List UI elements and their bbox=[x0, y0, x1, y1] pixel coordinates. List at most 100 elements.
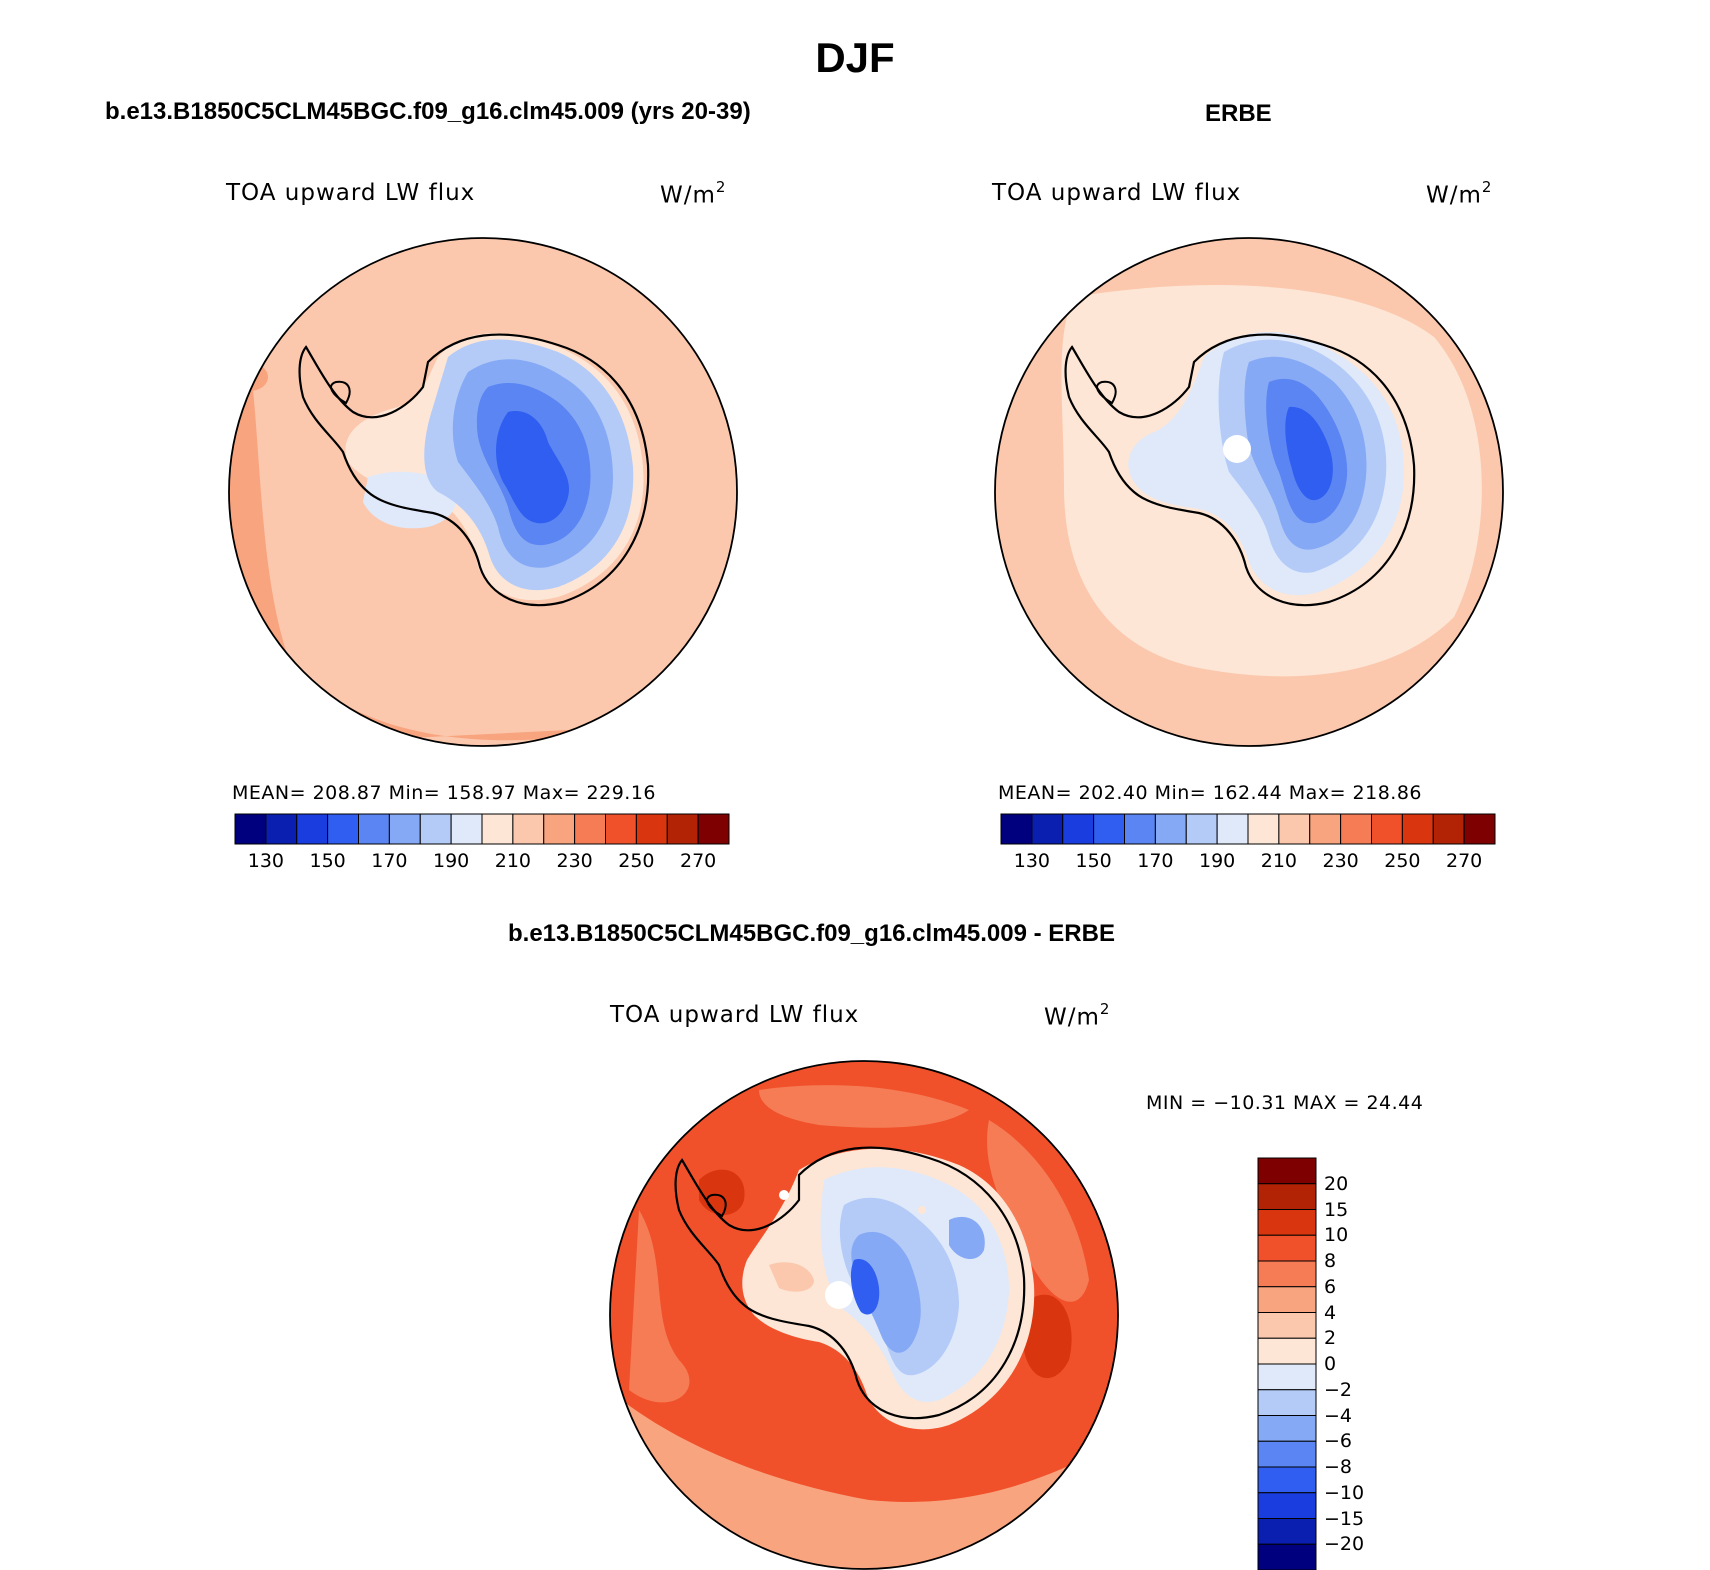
model-colorbar-box bbox=[574, 813, 606, 845]
diff-colorbar-tick-label: 4 bbox=[1324, 1301, 1337, 1324]
model-colorbar-box bbox=[666, 813, 699, 845]
obs-colorbar-labels: 130 150 170 190 210 230 250 270 bbox=[1001, 850, 1495, 874]
model-polar-map bbox=[228, 237, 738, 747]
obs-colorbar-box bbox=[1309, 813, 1342, 845]
model-variable-label: TOA upward LW flux bbox=[226, 180, 476, 206]
obs-colorbar-tick-label: 270 bbox=[1445, 850, 1483, 872]
diff-colorbar-tick-label: −8 bbox=[1324, 1456, 1353, 1478]
obs-colorbar-box bbox=[1432, 813, 1465, 845]
diff-variable-label: TOA upward LW flux bbox=[610, 1002, 860, 1028]
diff-colorbar-tick-label: 15 bbox=[1324, 1198, 1349, 1221]
obs-colorbar-tick-label: 150 bbox=[1075, 850, 1112, 872]
obs-panel-title: ERBE bbox=[1205, 100, 1272, 127]
obs-colorbar-box bbox=[1062, 813, 1095, 845]
model-colorbar-box bbox=[605, 813, 637, 845]
obs-colorbar-box bbox=[1124, 813, 1156, 845]
obs-units-label: W/m2 bbox=[1426, 178, 1493, 209]
obs-colorbar-tick-label: 230 bbox=[1322, 850, 1359, 872]
model-panel-title: b.e13.B1850C5CLM45BGC.f09_g16.clm45.009 … bbox=[105, 98, 751, 125]
obs-colorbar-tick-label: 130 bbox=[1013, 850, 1050, 872]
obs-colorbar bbox=[1000, 813, 1496, 845]
diff-colorbar-box bbox=[1257, 1363, 1317, 1391]
diff-colorbar-box bbox=[1257, 1440, 1317, 1468]
obs-colorbar-box bbox=[1093, 813, 1125, 845]
obs-colorbar-tick-label: 210 bbox=[1260, 850, 1297, 872]
diff-colorbar-box bbox=[1257, 1209, 1317, 1236]
diff-colorbar-box bbox=[1257, 1260, 1317, 1288]
model-colorbar-box bbox=[358, 813, 390, 845]
diff-colorbar-tick-label: −4 bbox=[1324, 1404, 1353, 1427]
diff-polar-map bbox=[609, 1060, 1119, 1570]
figure-title: DJF bbox=[815, 34, 895, 81]
model-colorbar-tick-label: 210 bbox=[494, 850, 531, 872]
diff-panel-title: b.e13.B1850C5CLM45BGC.f09_g16.clm45.009 … bbox=[508, 920, 1115, 947]
obs-colorbar-tick-label: 170 bbox=[1137, 850, 1174, 872]
obs-colorbar-box bbox=[1031, 813, 1064, 845]
model-colorbar-box bbox=[481, 813, 514, 845]
model-colorbar-tick-label: 130 bbox=[247, 850, 284, 872]
diff-colorbar-box bbox=[1257, 1543, 1317, 1570]
obs-colorbar-box bbox=[1463, 813, 1496, 845]
model-colorbar-tick-label: 270 bbox=[679, 850, 717, 872]
model-colorbar-box bbox=[327, 813, 359, 845]
obs-colorbar-box bbox=[1185, 813, 1218, 845]
diff-colorbar-box bbox=[1257, 1492, 1317, 1519]
diff-colorbar-box bbox=[1257, 1157, 1317, 1185]
diff-units-label: W/m2 bbox=[1044, 1000, 1111, 1031]
diff-colorbar-tick-label: 0 bbox=[1324, 1353, 1337, 1375]
diff-colorbar-box bbox=[1257, 1234, 1317, 1262]
diff-colorbar-box bbox=[1257, 1286, 1317, 1313]
model-colorbar-box bbox=[234, 813, 267, 845]
diff-colorbar-box bbox=[1257, 1466, 1317, 1494]
model-colorbar bbox=[234, 813, 730, 845]
model-colorbar-box bbox=[419, 813, 452, 845]
obs-colorbar-box bbox=[1216, 813, 1249, 845]
obs-stats: MEAN= 202.40 Min= 162.44 Max= 218.86 bbox=[998, 782, 1423, 804]
model-colorbar-tick-label: 250 bbox=[618, 850, 655, 872]
model-colorbar-box bbox=[512, 813, 545, 845]
model-colorbar-tick-label: 230 bbox=[556, 850, 593, 872]
model-units-label: W/m2 bbox=[660, 178, 727, 209]
model-colorbar-box bbox=[635, 813, 668, 845]
diff-colorbar-tick-label: −20 bbox=[1324, 1533, 1365, 1556]
diff-colorbar-box bbox=[1257, 1312, 1317, 1339]
obs-colorbar-tick-label: 190 bbox=[1198, 850, 1236, 872]
model-colorbar-tick-label: 150 bbox=[309, 850, 346, 872]
obs-colorbar-box bbox=[1000, 813, 1033, 845]
diff-colorbar-box bbox=[1257, 1389, 1317, 1416]
model-colorbar-box bbox=[697, 813, 730, 845]
model-colorbar-box bbox=[543, 813, 576, 845]
diff-colorbar-tick-label: −6 bbox=[1324, 1430, 1353, 1453]
diff-colorbar-labels: 20 15 10 8 6 4 2 0 −2 −4 −6 −8 −10 −15 −20 bbox=[1324, 1158, 1404, 1570]
model-colorbar-box bbox=[450, 813, 483, 845]
obs-polar-map bbox=[994, 237, 1504, 747]
model-colorbar-tick-label: 170 bbox=[371, 850, 408, 872]
model-stats: MEAN= 208.87 Min= 158.97 Max= 229.16 bbox=[232, 782, 657, 804]
diff-colorbar-tick-label: −2 bbox=[1324, 1378, 1353, 1401]
obs-colorbar-box bbox=[1154, 813, 1187, 845]
obs-colorbar-tick-label: 250 bbox=[1384, 850, 1421, 872]
diff-colorbar-box bbox=[1257, 1415, 1317, 1442]
diff-colorbar-tick-label: −10 bbox=[1324, 1481, 1365, 1504]
diff-colorbar bbox=[1257, 1157, 1317, 1570]
obs-colorbar-box bbox=[1278, 813, 1311, 845]
diff-colorbar-tick-label: 6 bbox=[1324, 1275, 1337, 1298]
obs-colorbar-box bbox=[1401, 813, 1434, 845]
diff-colorbar-tick-label: 8 bbox=[1324, 1250, 1337, 1272]
diff-stats: MIN = −10.31 MAX = 24.44 bbox=[1146, 1092, 1424, 1114]
diff-colorbar-tick-label: 20 bbox=[1324, 1172, 1349, 1195]
obs-colorbar-box bbox=[1247, 813, 1280, 845]
obs-variable-label: TOA upward LW flux bbox=[992, 180, 1242, 206]
model-colorbar-tick-label: 190 bbox=[432, 850, 470, 872]
model-colorbar-box bbox=[265, 813, 298, 845]
diff-colorbar-box bbox=[1257, 1183, 1317, 1210]
model-colorbar-box bbox=[296, 813, 329, 845]
diff-colorbar-tick-label: 10 bbox=[1324, 1224, 1349, 1247]
diff-colorbar-box bbox=[1257, 1337, 1317, 1365]
obs-colorbar-box bbox=[1371, 813, 1403, 845]
model-colorbar-labels: 130 150 170 190 210 230 250 270 bbox=[235, 850, 729, 874]
diff-colorbar-tick-label: 2 bbox=[1324, 1327, 1337, 1350]
diff-colorbar-box bbox=[1257, 1518, 1317, 1545]
diff-colorbar-tick-label: −15 bbox=[1324, 1507, 1365, 1530]
obs-colorbar-box bbox=[1340, 813, 1372, 845]
